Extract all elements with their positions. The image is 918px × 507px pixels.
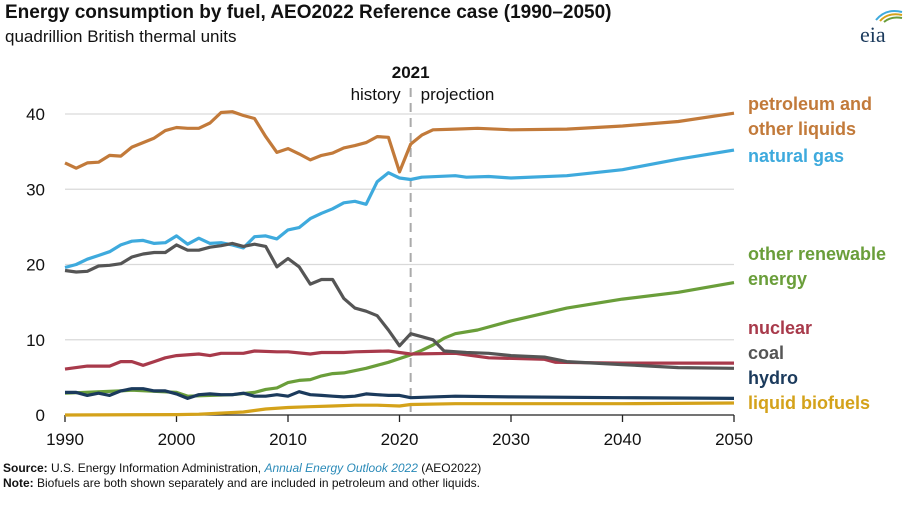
series-label-natural-gas: natural gas — [748, 146, 844, 166]
series-label-liquid-biofuels: liquid biofuels — [748, 393, 870, 413]
divider-year-label: 2021 — [392, 63, 430, 82]
x-tick-label: 2040 — [604, 430, 642, 449]
chart-subtitle: quadrillion British thermal units — [5, 27, 237, 46]
svg-text:eia: eia — [860, 22, 886, 46]
series-label-hydro: hydro — [748, 368, 798, 388]
chart-title: Energy consumption by fuel, AEO2022 Refe… — [5, 2, 612, 23]
y-tick-label: 30 — [26, 180, 45, 199]
series-label-other-renewable-energy: other renewable — [748, 244, 886, 264]
series-line-nuclear — [64, 349, 734, 371]
source-note: Source: U.S. Energy Information Administ… — [3, 461, 482, 475]
series-line-natural-gas — [64, 148, 735, 270]
x-tick-label: 2010 — [269, 430, 307, 449]
footnote: Note: Biofuels are both shown separately… — [3, 476, 480, 490]
series-line-coal — [64, 241, 735, 370]
x-tick-label: 2000 — [158, 430, 196, 449]
y-tick-label: 10 — [26, 331, 45, 350]
series-label-petroleum-and-other-liquids: petroleum and — [748, 94, 872, 114]
series-label-coal: coal — [748, 343, 784, 363]
x-tick-label: 2050 — [715, 430, 753, 449]
projection-label: projection — [421, 85, 495, 104]
series-label-nuclear: nuclear — [748, 318, 812, 338]
series-label-petroleum-and-other-liquids: other liquids — [748, 119, 856, 139]
x-tick-label: 2020 — [381, 430, 419, 449]
x-tick-label: 1990 — [46, 430, 84, 449]
y-tick-label: 0 — [36, 406, 45, 425]
series-line-hydro — [65, 387, 735, 400]
series-line-petroleum-and-other-liquids — [64, 110, 735, 174]
x-tick-label: 2030 — [492, 430, 530, 449]
series-line-liquid-biofuels — [64, 401, 735, 417]
history-label: history — [351, 85, 402, 104]
eia-logo: eia — [860, 10, 903, 46]
series-label-other-renewable-energy: energy — [748, 269, 807, 289]
y-tick-label: 40 — [26, 105, 45, 124]
y-tick-label: 20 — [26, 256, 45, 275]
source-link[interactable]: Annual Energy Outlook 2022 — [264, 461, 418, 475]
